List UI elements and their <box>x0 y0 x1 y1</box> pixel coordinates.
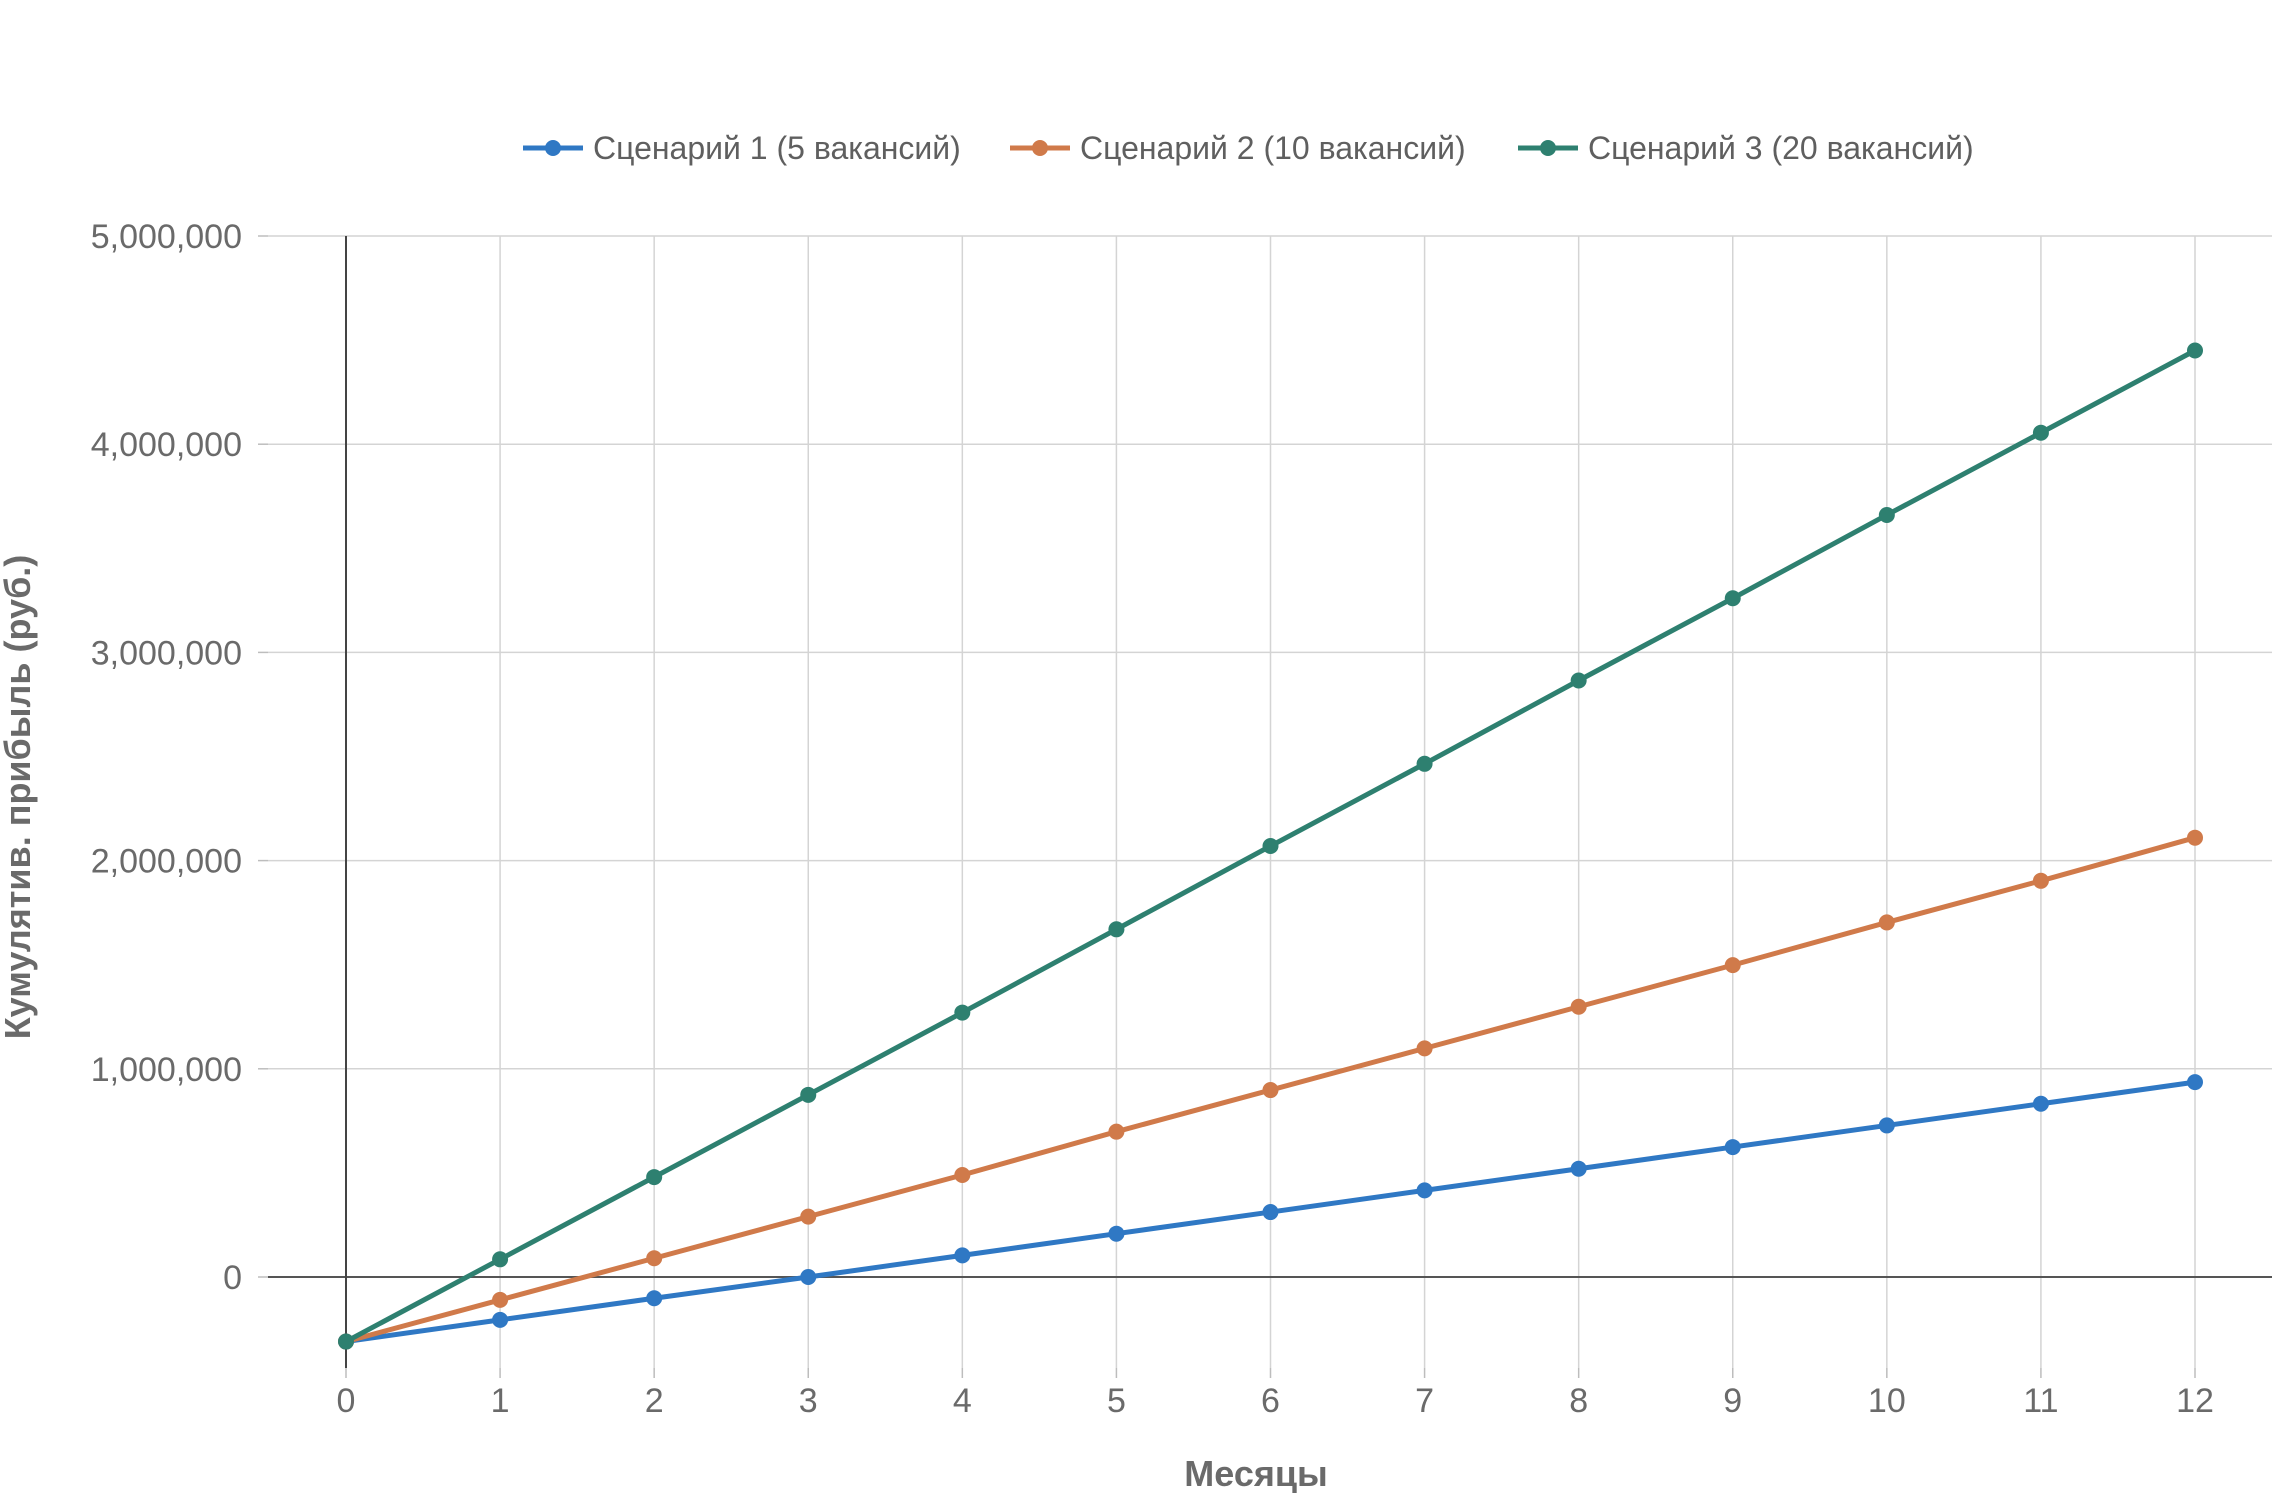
data-point[interactable] <box>1108 921 1125 938</box>
legend-swatch-marker <box>1540 140 1556 156</box>
legend-swatch-marker <box>545 140 561 156</box>
data-point[interactable] <box>1570 672 1587 689</box>
series-layer <box>338 342 2203 1350</box>
legend-item[interactable]: Сценарий 1 (5 вакансий) <box>523 130 961 166</box>
data-point[interactable] <box>800 1086 817 1103</box>
y-tick-label: 0 <box>223 1259 242 1297</box>
data-point[interactable] <box>1262 838 1279 855</box>
data-point[interactable] <box>2032 1095 2049 1112</box>
x-tick-label: 12 <box>2176 1382 2214 1420</box>
series-1 <box>338 1074 2203 1350</box>
data-point[interactable] <box>1262 1082 1279 1099</box>
data-point[interactable] <box>1108 1123 1125 1140</box>
x-tick-label: 11 <box>2023 1382 2058 1420</box>
data-point[interactable] <box>1416 1040 1433 1057</box>
data-point[interactable] <box>954 1247 971 1264</box>
legend-label: Сценарий 3 (20 вакансий) <box>1588 130 1974 166</box>
data-point[interactable] <box>492 1311 509 1328</box>
data-point[interactable] <box>2187 342 2203 359</box>
data-point[interactable] <box>1416 1182 1433 1199</box>
data-point[interactable] <box>2187 829 2203 846</box>
x-tick-label: 3 <box>799 1382 818 1420</box>
data-point[interactable] <box>646 1290 663 1307</box>
data-point[interactable] <box>1724 590 1741 607</box>
data-point[interactable] <box>1878 914 1895 931</box>
x-tick-label: 10 <box>1868 1382 1906 1420</box>
legend-item[interactable]: Сценарий 3 (20 вакансий) <box>1518 130 1974 166</box>
y-tick-label: 2,000,000 <box>91 843 242 881</box>
legend-label: Сценарий 1 (5 вакансий) <box>593 130 961 166</box>
data-point[interactable] <box>492 1251 509 1268</box>
x-axis-title: Месяцы <box>1184 1453 1327 1493</box>
data-point[interactable] <box>492 1291 509 1308</box>
data-point[interactable] <box>954 1004 971 1021</box>
legend-item[interactable]: Сценарий 2 (10 вакансий) <box>1010 130 1466 166</box>
series-3 <box>338 342 2203 1350</box>
y-tick-label: 3,000,000 <box>91 634 242 672</box>
x-tick-label: 1 <box>491 1382 510 1420</box>
y-tick-label: 5,000,000 <box>91 218 242 256</box>
data-point[interactable] <box>1108 1225 1125 1242</box>
y-tick-labels: 0 1,000,000 2,000,000 3,000,000 4,000,000 5,0… <box>91 218 268 1297</box>
data-point[interactable] <box>646 1250 663 1267</box>
legend-swatch-marker <box>1032 140 1048 156</box>
y-axis-title: Кумулятив. прибыль (руб.) <box>0 555 38 1040</box>
x-gridlines <box>499 236 2196 1368</box>
data-point[interactable] <box>1416 755 1433 772</box>
x-tick-label: 0 <box>337 1382 356 1420</box>
data-point[interactable] <box>800 1269 817 1285</box>
data-point[interactable] <box>1878 506 1895 523</box>
y-tick-label: 1,000,000 <box>91 1051 242 1089</box>
x-tick-label: 8 <box>1569 1382 1588 1420</box>
x-tick-label: 6 <box>1261 1382 1280 1420</box>
data-point[interactable] <box>1570 998 1587 1015</box>
series-2 <box>338 829 2203 1350</box>
y-tick-label: 4,000,000 <box>91 426 242 464</box>
x-tick-label: 2 <box>645 1382 664 1420</box>
data-point[interactable] <box>1724 1139 1741 1156</box>
data-point[interactable] <box>646 1169 663 1186</box>
x-tick-labels: 0 1 2 3 4 5 6 7 8 9 10 11 12 <box>337 1368 2214 1420</box>
data-point[interactable] <box>2032 424 2049 441</box>
data-point[interactable] <box>1570 1160 1587 1177</box>
data-point[interactable] <box>1878 1117 1895 1134</box>
data-point[interactable] <box>2187 1074 2203 1091</box>
data-point[interactable] <box>2032 872 2049 889</box>
chart-legend: Сценарий 1 (5 вакансий) Сценарий 2 (10 ва… <box>523 130 1974 166</box>
x-tick-label: 5 <box>1107 1382 1126 1420</box>
data-point[interactable] <box>954 1166 971 1183</box>
x-tick-label: 7 <box>1415 1382 1434 1420</box>
data-point[interactable] <box>800 1208 817 1225</box>
data-point[interactable] <box>1262 1204 1279 1221</box>
x-tick-label: 4 <box>953 1382 972 1420</box>
x-tick-label: 9 <box>1723 1382 1742 1420</box>
data-point[interactable] <box>1724 957 1741 974</box>
chart-axes <box>268 236 2272 1368</box>
legend-label: Сценарий 2 (10 вакансий) <box>1080 130 1466 166</box>
y-gridlines <box>268 235 2272 1070</box>
data-point[interactable] <box>338 1333 354 1350</box>
